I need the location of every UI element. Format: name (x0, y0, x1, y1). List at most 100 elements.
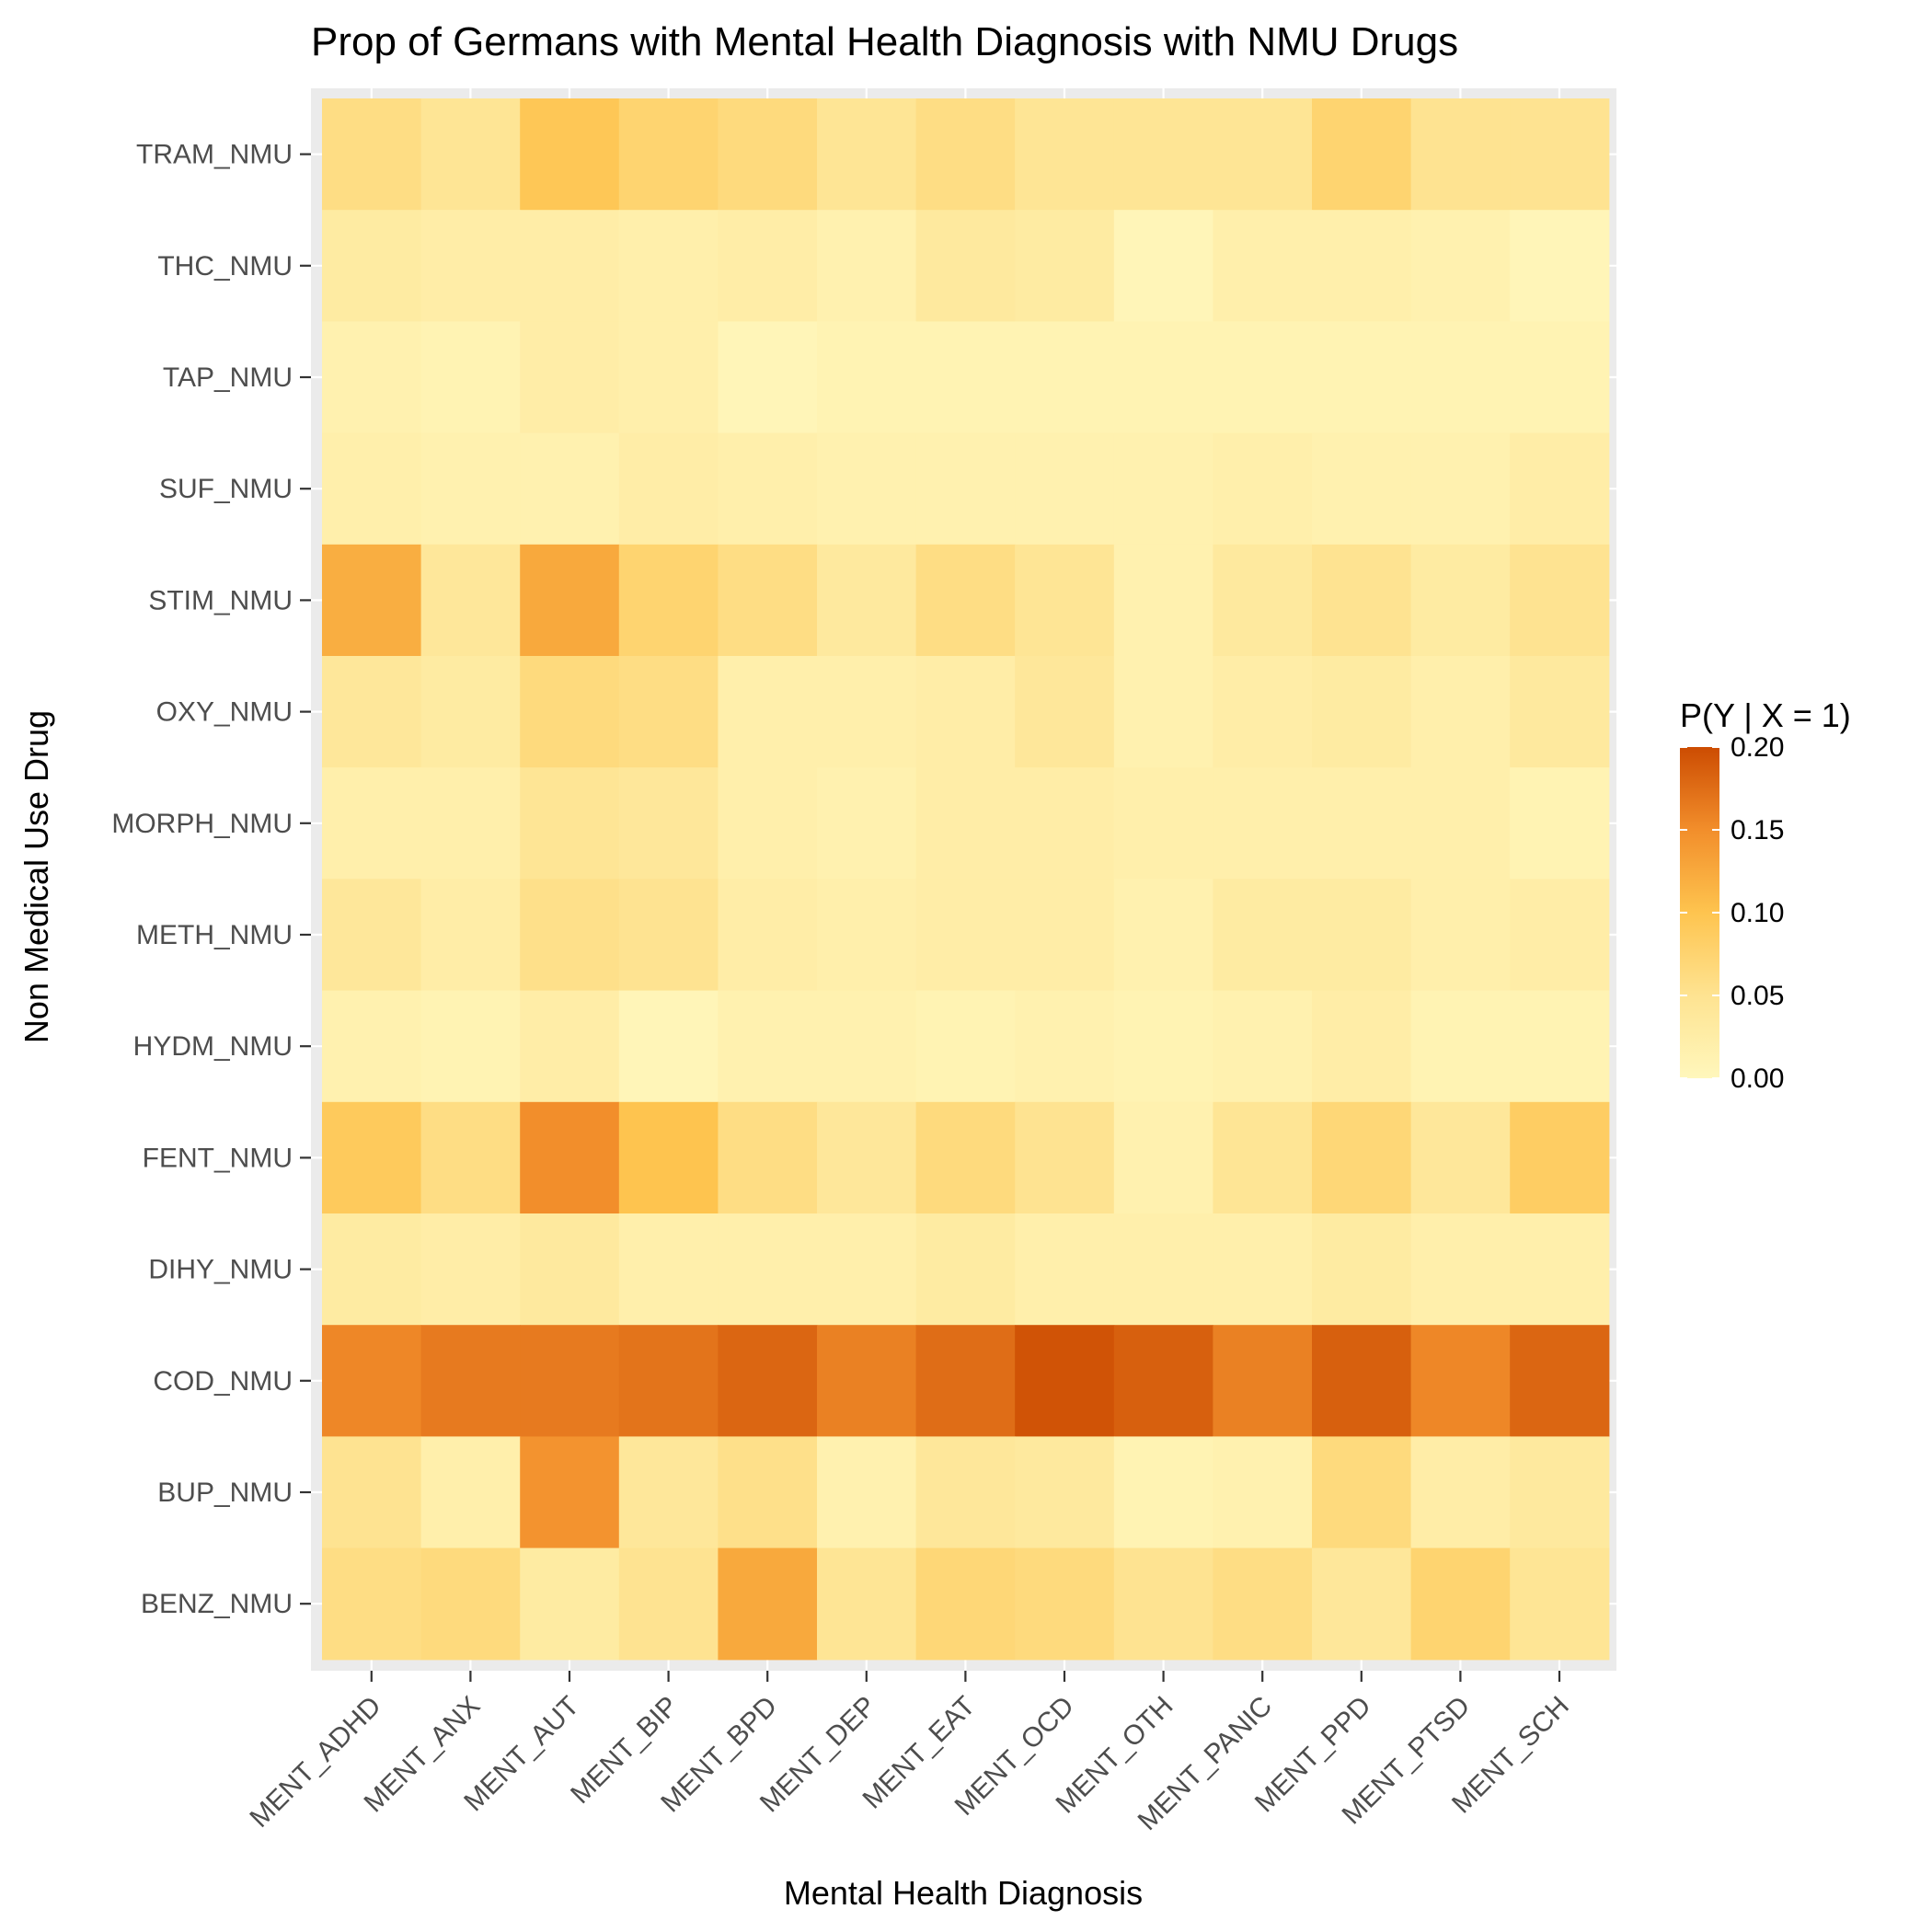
tile-suf-nmu-ment-anx (420, 432, 521, 546)
tile-tram-nmu-ment-ocd (1015, 98, 1115, 211)
tile-suf-nmu-ment-sch (1510, 432, 1610, 546)
tile-cod-nmu-ment-sch (1510, 1325, 1610, 1437)
tile-suf-nmu-ment-eat (915, 432, 1016, 546)
tile-stim-nmu-ment-sch (1510, 544, 1610, 657)
tile-hydm-nmu-ment-eat (915, 990, 1016, 1103)
tile-dihy-nmu-ment-ocd (1015, 1213, 1115, 1326)
tile-suf-nmu-ment-ptsd (1410, 432, 1511, 546)
tile-meth-nmu-ment-eat (915, 879, 1016, 992)
tile-cod-nmu-ment-ptsd (1410, 1325, 1511, 1437)
tile-stim-nmu-ment-adhd (322, 544, 422, 657)
tile-oxy-nmu-ment-anx (420, 656, 521, 768)
tile-tram-nmu-ment-eat (915, 98, 1016, 211)
tile-benz-nmu-ment-bip (618, 1547, 719, 1661)
tile-oxy-nmu-ment-bip (618, 656, 719, 768)
tile-meth-nmu-ment-aut (520, 879, 620, 992)
tile-hydm-nmu-ment-aut (520, 990, 620, 1103)
tile-hydm-nmu-ment-bip (618, 990, 719, 1103)
tile-suf-nmu-ment-ppd (1312, 432, 1412, 546)
tile-benz-nmu-ment-sch (1510, 1547, 1610, 1661)
tile-fent-nmu-ment-adhd (322, 1101, 422, 1214)
tile-bup-nmu-ment-ppd (1312, 1436, 1412, 1549)
tile-cod-nmu-ment-bpd (718, 1325, 818, 1437)
tile-benz-nmu-ment-ptsd (1410, 1547, 1511, 1661)
tile-thc-nmu-ment-ocd (1015, 210, 1115, 322)
legend-label: 0.15 (1731, 815, 1784, 845)
y-tick-label-thc-nmu: THC_NMU (157, 251, 293, 282)
tile-morph-nmu-ment-oth (1113, 767, 1213, 880)
tile-tap-nmu-ment-ocd (1015, 321, 1115, 434)
tile-cod-nmu-ment-ocd (1015, 1325, 1115, 1437)
tile-benz-nmu-ment-bpd (718, 1547, 818, 1661)
tile-fent-nmu-ment-anx (420, 1101, 521, 1214)
chart-title: Prop of Germans with Mental Health Diagn… (311, 19, 1458, 64)
tile-meth-nmu-ment-ppd (1312, 879, 1412, 992)
tile-dihy-nmu-ment-dep (817, 1213, 917, 1326)
tile-benz-nmu-ment-panic (1213, 1547, 1313, 1661)
tile-stim-nmu-ment-aut (520, 544, 620, 657)
tile-suf-nmu-ment-ocd (1015, 432, 1115, 546)
tile-dihy-nmu-ment-ptsd (1410, 1213, 1511, 1326)
tile-morph-nmu-ment-ppd (1312, 767, 1412, 880)
tile-fent-nmu-ment-ppd (1312, 1101, 1412, 1214)
tile-bup-nmu-ment-ocd (1015, 1436, 1115, 1549)
tile-bup-nmu-ment-eat (915, 1436, 1016, 1549)
tile-dihy-nmu-ment-oth (1113, 1213, 1213, 1326)
tile-suf-nmu-ment-bpd (718, 432, 818, 546)
legend-label: 0.20 (1731, 732, 1784, 763)
tile-dihy-nmu-ment-sch (1510, 1213, 1610, 1326)
tile-thc-nmu-ment-ptsd (1410, 210, 1511, 322)
tile-cod-nmu-ment-dep (817, 1325, 917, 1437)
legend-label: 0.10 (1731, 898, 1784, 928)
tile-meth-nmu-ment-sch (1510, 879, 1610, 992)
tile-suf-nmu-ment-bip (618, 432, 719, 546)
tile-stim-nmu-ment-eat (915, 544, 1016, 657)
tile-tram-nmu-ment-panic (1213, 98, 1313, 211)
tile-meth-nmu-ment-bpd (718, 879, 818, 992)
y-tick-label-fent-nmu: FENT_NMU (143, 1143, 293, 1173)
tile-benz-nmu-ment-aut (520, 1547, 620, 1661)
legend: P(Y | X = 1) 0.00 0.05 0.10 0.15 0.20 (1680, 696, 1851, 1094)
tile-tram-nmu-ment-anx (420, 98, 521, 211)
tile-fent-nmu-ment-sch (1510, 1101, 1610, 1214)
tile-bup-nmu-ment-ptsd (1410, 1436, 1511, 1549)
tile-oxy-nmu-ment-ocd (1015, 656, 1115, 768)
tile-stim-nmu-ment-oth (1113, 544, 1213, 657)
tile-suf-nmu-ment-panic (1213, 432, 1313, 546)
tile-benz-nmu-ment-ppd (1312, 1547, 1412, 1661)
tile-benz-nmu-ment-dep (817, 1547, 917, 1661)
tile-thc-nmu-ment-anx (420, 210, 521, 322)
legend-label: 0.00 (1731, 1064, 1784, 1094)
tile-morph-nmu-ment-adhd (322, 767, 422, 880)
y-tick-label-suf-nmu: SUF_NMU (159, 474, 293, 504)
tile-thc-nmu-ment-dep (817, 210, 917, 322)
tile-meth-nmu-ment-oth (1113, 879, 1213, 992)
tile-hydm-nmu-ment-panic (1213, 990, 1313, 1103)
y-tick-label-meth-nmu: METH_NMU (136, 920, 293, 950)
tile-morph-nmu-ment-sch (1510, 767, 1610, 880)
tile-morph-nmu-ment-aut (520, 767, 620, 880)
tile-tap-nmu-ment-sch (1510, 321, 1610, 434)
tile-dihy-nmu-ment-eat (915, 1213, 1016, 1326)
y-tick-label-morph-nmu: MORPH_NMU (111, 809, 293, 839)
tile-benz-nmu-ment-ocd (1015, 1547, 1115, 1661)
tile-meth-nmu-ment-adhd (322, 879, 422, 992)
tile-tap-nmu-ment-anx (420, 321, 521, 434)
tile-suf-nmu-ment-dep (817, 432, 917, 546)
tile-tram-nmu-ment-bip (618, 98, 719, 211)
tile-oxy-nmu-ment-dep (817, 656, 917, 768)
tile-oxy-nmu-ment-ptsd (1410, 656, 1511, 768)
tile-stim-nmu-ment-ocd (1015, 544, 1115, 657)
tile-tram-nmu-ment-aut (520, 98, 620, 211)
tile-tram-nmu-ment-adhd (322, 98, 422, 211)
tile-tram-nmu-ment-ppd (1312, 98, 1412, 211)
tile-cod-nmu-ment-ppd (1312, 1325, 1412, 1437)
tile-stim-nmu-ment-bpd (718, 544, 818, 657)
tile-fent-nmu-ment-aut (520, 1101, 620, 1214)
tile-tap-nmu-ment-dep (817, 321, 917, 434)
tile-suf-nmu-ment-oth (1113, 432, 1213, 546)
tile-bup-nmu-ment-anx (420, 1436, 521, 1549)
tile-tram-nmu-ment-ptsd (1410, 98, 1511, 211)
tile-morph-nmu-ment-bpd (718, 767, 818, 880)
tile-fent-nmu-ment-dep (817, 1101, 917, 1214)
